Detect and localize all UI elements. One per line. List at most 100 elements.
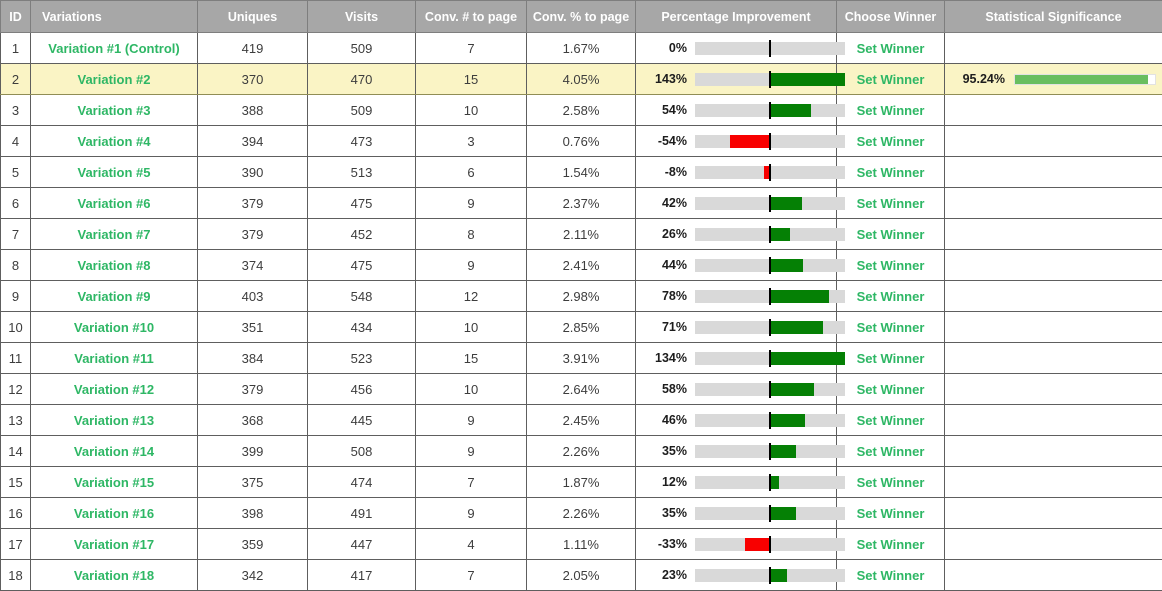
improvement-label: 58% [661,382,687,396]
set-winner-link[interactable]: Set Winner [856,412,925,428]
improvement-zero-marker [769,70,771,88]
significance-cell [944,528,1162,560]
visits-cell: 445 [307,404,416,436]
improvement-bar [695,287,845,305]
variation-link[interactable]: Variation #9 [77,288,151,304]
conv-pct-cell: 2.11% [526,218,636,250]
improvement-zero-marker [769,535,771,553]
variation-link[interactable]: Variation #14 [73,443,155,459]
variation-cell: Variation #4 [30,125,198,157]
set-winner-link[interactable]: Set Winner [856,40,925,56]
set-winner-link[interactable]: Set Winner [856,443,925,459]
set-winner-link[interactable]: Set Winner [856,133,925,149]
variation-cell: Variation #2 [30,63,198,95]
improvement-fill-positive [770,227,790,241]
variation-link[interactable]: Variation #12 [73,381,155,397]
variation-link[interactable]: Variation #7 [77,226,151,242]
improvement-indicator: 35% [636,442,845,460]
variation-link[interactable]: Variation #10 [73,319,155,335]
variation-link[interactable]: Variation #6 [77,195,151,211]
column-header-variations: Variations [30,0,198,33]
table-row: 16 Variation #16 398 491 9 2.26% 35% Set Winner [0,497,1162,529]
significance-cell [944,497,1162,529]
visits-cell: 475 [307,249,416,281]
improvement-fill-negative [764,165,770,179]
table-row: 18 Variation #18 342 417 7 2.05% 23% Set Winner [0,559,1162,591]
conv-pct-cell: 1.87% [526,466,636,498]
conv-num-cell: 8 [415,218,527,250]
choose-winner-cell: Set Winner [836,63,945,95]
improvement-bar [695,256,845,274]
improvement-fill-positive [770,289,829,303]
improvement-label: 143% [655,72,687,86]
choose-winner-cell: Set Winner [836,218,945,250]
set-winner-link[interactable]: Set Winner [856,71,925,87]
improvement-fill-negative [729,134,770,148]
improvement-cell: -8% [635,156,845,188]
conv-num-cell: 15 [415,63,527,95]
set-winner-link[interactable]: Set Winner [856,102,925,118]
improvement-fill-positive [770,196,802,210]
conv-pct-cell: 2.64% [526,373,636,405]
set-winner-link[interactable]: Set Winner [856,288,925,304]
variation-link[interactable]: Variation #16 [73,505,155,521]
row-id-cell: 15 [0,466,31,498]
variation-link[interactable]: Variation #1 (Control) [48,40,180,56]
improvement-label: -8% [664,165,687,179]
variation-link[interactable]: Variation #17 [73,536,155,552]
improvement-zero-marker [769,256,771,274]
conv-num-cell: 12 [415,280,527,312]
improvement-indicator: 46% [636,411,845,429]
variation-link[interactable]: Variation #15 [73,474,155,490]
row-id-cell: 8 [0,249,31,281]
improvement-fill-positive [770,351,845,365]
improvement-zero-marker [769,194,771,212]
set-winner-link[interactable]: Set Winner [856,381,925,397]
improvement-label: 78% [661,289,687,303]
improvement-cell: 26% [635,218,845,250]
variation-link[interactable]: Variation #2 [77,71,151,87]
improvement-fill-positive [770,320,824,334]
variation-link[interactable]: Variation #18 [73,567,155,583]
table-row: 15 Variation #15 375 474 7 1.87% 12% Set Winner [0,466,1162,498]
set-winner-link[interactable]: Set Winner [856,226,925,242]
variation-link[interactable]: Variation #11 [74,350,154,366]
variation-link[interactable]: Variation #3 [77,102,151,118]
set-winner-link[interactable]: Set Winner [856,536,925,552]
improvement-zero-marker [769,39,771,57]
row-id-cell: 6 [0,187,31,219]
visits-cell: 417 [307,559,416,591]
significance-cell [944,218,1162,250]
conv-pct-cell: 2.98% [526,280,636,312]
set-winner-link[interactable]: Set Winner [856,505,925,521]
significance-label: 95.24% [962,72,1005,86]
improvement-bar [695,70,845,88]
set-winner-link[interactable]: Set Winner [856,567,925,583]
improvement-bar [695,194,845,212]
set-winner-link[interactable]: Set Winner [856,195,925,211]
set-winner-link[interactable]: Set Winner [856,257,925,273]
choose-winner-cell: Set Winner [836,311,945,343]
significance-cell [944,156,1162,188]
visits-cell: 513 [307,156,416,188]
set-winner-link[interactable]: Set Winner [856,350,925,366]
improvement-indicator: -8% [636,163,845,181]
column-header-conv-num: Conv. # to page [415,0,527,33]
row-id-cell: 10 [0,311,31,343]
variation-link[interactable]: Variation #4 [77,133,151,149]
conv-pct-cell: 1.54% [526,156,636,188]
set-winner-link[interactable]: Set Winner [856,319,925,335]
variation-link[interactable]: Variation #5 [77,164,151,180]
improvement-cell: 134% [635,342,845,374]
variation-link[interactable]: Variation #13 [73,412,155,428]
variation-link[interactable]: Variation #8 [77,257,151,273]
uniques-cell: 390 [197,156,308,188]
table-row: 10 Variation #10 351 434 10 2.85% 71% Set Winne… [0,311,1162,343]
table-row: 3 Variation #3 388 509 10 2.58% 54% Set Winner [0,94,1162,126]
visits-cell: 470 [307,63,416,95]
uniques-cell: 379 [197,187,308,219]
improvement-indicator: 26% [636,225,845,243]
set-winner-link[interactable]: Set Winner [856,164,925,180]
set-winner-link[interactable]: Set Winner [856,474,925,490]
improvement-label: 134% [655,351,687,365]
